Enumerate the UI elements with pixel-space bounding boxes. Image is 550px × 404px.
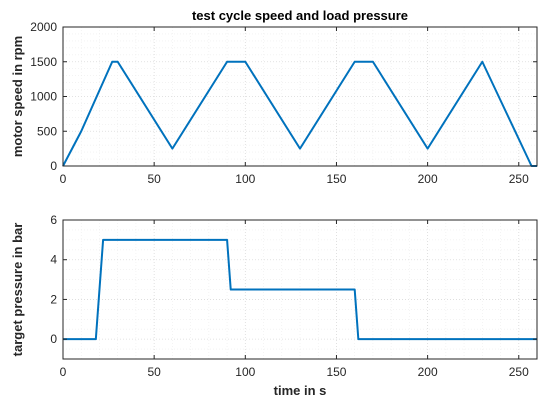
chart-title: test cycle speed and load pressure [192,8,408,23]
axes-frame [62,219,538,360]
y-tick-label: 1000 [30,90,57,104]
x-tick-label: 100 [235,365,255,379]
x-axis-label: time in s [274,383,327,398]
x-tick-label: 0 [60,365,67,379]
y-tick-label: 0 [50,159,57,173]
y-axis-label: motor speed in rpm [10,36,25,157]
x-tick-label: 200 [418,172,438,186]
speed-subplot: 0 50 100 150 200 250 0 500 1000 1500 2000 test cycl… [10,8,538,186]
x-tick-label: 250 [509,365,529,379]
y-tick-label: 4 [50,253,57,267]
x-tick-label: 200 [418,365,438,379]
y-tick-label: 2 [50,292,57,306]
y-tick-label: 500 [37,124,57,138]
y-tick-label: 6 [50,213,57,227]
x-tick-label: 250 [509,172,529,186]
x-tick-label: 150 [326,365,346,379]
y-tick-label: 0 [50,332,57,346]
series-line-0 [62,60,537,167]
x-tick-label: 50 [147,172,161,186]
y-tick-label: 1500 [30,55,57,69]
x-tick-label: 100 [235,172,255,186]
y-tick-label: 2000 [30,20,57,34]
series-line-0 [63,238,537,341]
x-tick-label: 0 [60,172,67,186]
x-tick-label: 150 [326,172,346,186]
pressure-subplot: 0 50 100 150 200 250 0 2 4 6 target pressure in ba… [10,213,538,398]
x-tick-label: 50 [147,365,161,379]
y-axis-label: target pressure in bar [10,223,25,357]
